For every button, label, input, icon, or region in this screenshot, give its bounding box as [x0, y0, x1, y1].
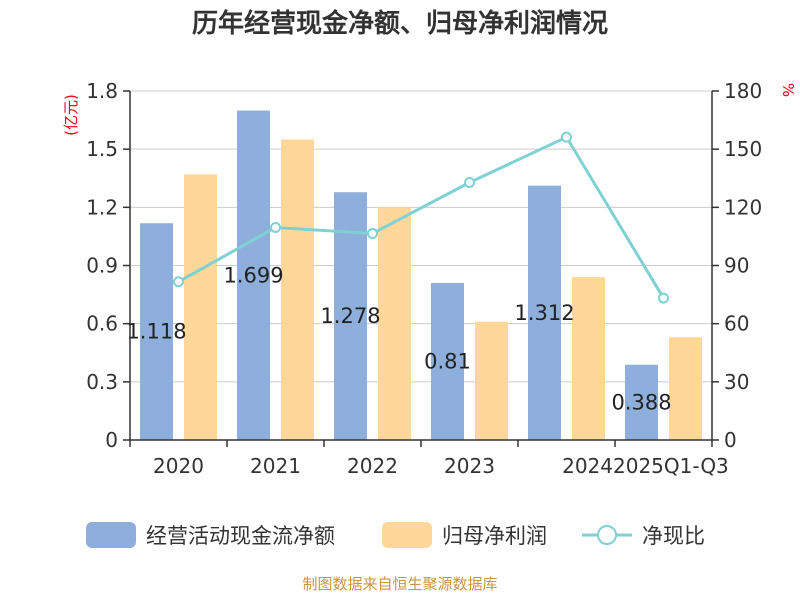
x-tick-label: 2022 [347, 454, 398, 478]
left-tick-label: 0 [105, 428, 118, 452]
left-tick-label: 1.8 [86, 79, 118, 103]
legend-swatch-marker [597, 525, 617, 545]
left-tick-label: 0.3 [86, 370, 118, 394]
bar-data-label: 1.699 [223, 263, 283, 287]
bar [669, 337, 702, 440]
right-tick-label: 90 [724, 254, 749, 278]
bar [475, 321, 508, 440]
bar [431, 282, 464, 440]
line-point [464, 177, 475, 189]
bar [625, 364, 658, 440]
bar-data-label: 1.312 [514, 301, 574, 325]
left-tick-label: 0.6 [86, 312, 118, 336]
chart-title: 历年经营现金净额、归母净利润情况 [192, 8, 608, 39]
legend-swatch-operating-cash [86, 522, 136, 548]
right-tick-label: 30 [724, 370, 749, 394]
source-note: 制图数据来自恒生聚源数据库 [302, 575, 497, 593]
line-series [177, 135, 665, 299]
legend-label-ratio: 净现比 [642, 524, 705, 548]
line-point [270, 221, 281, 233]
right-tick-label: 180 [724, 79, 762, 103]
x-tick-label: 2024 [562, 454, 613, 478]
line-point [561, 131, 572, 143]
bar-data-label: 1.278 [320, 304, 380, 328]
left-tick-label: 1.5 [86, 137, 118, 161]
x-tick-label: 2021 [250, 454, 301, 478]
bar [140, 223, 173, 440]
bar [281, 139, 314, 440]
legend-swatch-net-profit [382, 522, 432, 548]
line-point [367, 228, 378, 240]
legend-label-operating-cash: 经营活动现金流净额 [146, 524, 335, 548]
legend-label-net-profit: 归母净利润 [442, 524, 547, 548]
left-tick-label: 0.9 [86, 254, 118, 278]
x-tick-label: 2025Q1-Q3 [613, 454, 729, 478]
right-tick-label: 0 [724, 428, 737, 452]
x-tick-label: 2023 [444, 454, 495, 478]
x-tick-label: 2020 [153, 454, 204, 478]
left-axis-title: (亿元) [62, 94, 80, 136]
bar-data-label: 0.388 [611, 390, 671, 414]
right-tick-label: 150 [724, 137, 762, 161]
right-axis-title: % [779, 83, 797, 97]
bar-data-label: 0.81 [424, 349, 471, 373]
bar-data-label: 1.118 [126, 320, 186, 344]
left-tick-label: 1.2 [86, 195, 118, 219]
line-point [658, 292, 669, 304]
bar [572, 277, 605, 440]
bar [528, 185, 561, 440]
bar [378, 207, 411, 440]
bar [184, 174, 217, 440]
right-tick-label: 120 [724, 195, 762, 219]
bar [237, 110, 270, 441]
right-tick-label: 60 [724, 312, 749, 336]
line-point [173, 276, 184, 288]
